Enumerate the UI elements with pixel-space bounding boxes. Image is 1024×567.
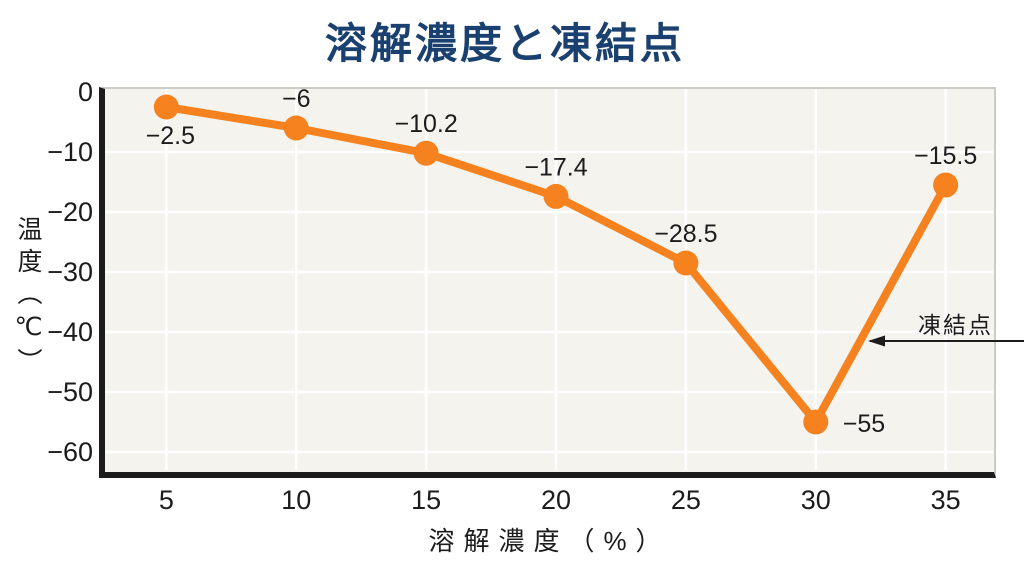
x-tick-label: 15 — [411, 485, 441, 515]
data-point — [413, 140, 439, 166]
y-axis-title: 温度（℃） — [14, 216, 42, 380]
y-tick-label: −30 — [47, 257, 93, 287]
data-point-label: −28.5 — [654, 220, 717, 248]
x-tick-label: 10 — [281, 485, 311, 515]
data-point — [933, 172, 959, 198]
data-point-label: −6 — [282, 85, 311, 113]
chart-title: 溶解濃度と凍結点 — [324, 20, 685, 67]
data-point-label: −55 — [843, 410, 885, 438]
x-tick-label: 25 — [671, 485, 701, 515]
data-point — [543, 183, 569, 209]
data-point-label: −2.5 — [146, 122, 195, 150]
data-point — [803, 409, 829, 435]
data-point-label: −17.4 — [524, 153, 587, 181]
y-tick-label: −50 — [47, 377, 93, 407]
data-point — [283, 115, 309, 141]
data-point — [673, 250, 699, 276]
annotation-label: 凍結点 — [918, 312, 993, 338]
x-tick-label: 5 — [159, 485, 174, 515]
y-tick-label: 0 — [78, 77, 93, 107]
y-tick-label: −10 — [47, 137, 93, 167]
x-tick-label: 30 — [801, 485, 831, 515]
data-point — [153, 94, 179, 120]
annotation-arrowhead — [868, 335, 885, 347]
y-tick-label: −20 — [47, 197, 93, 227]
data-point-label: −15.5 — [914, 142, 977, 170]
y-tick-label: −60 — [47, 437, 93, 467]
y-tick-label: −40 — [47, 317, 93, 347]
x-tick-label: 35 — [931, 485, 961, 515]
data-point-label: −10.2 — [394, 110, 457, 138]
x-tick-label: 20 — [541, 485, 571, 515]
x-axis-title: 溶解濃度（%） — [428, 526, 671, 556]
